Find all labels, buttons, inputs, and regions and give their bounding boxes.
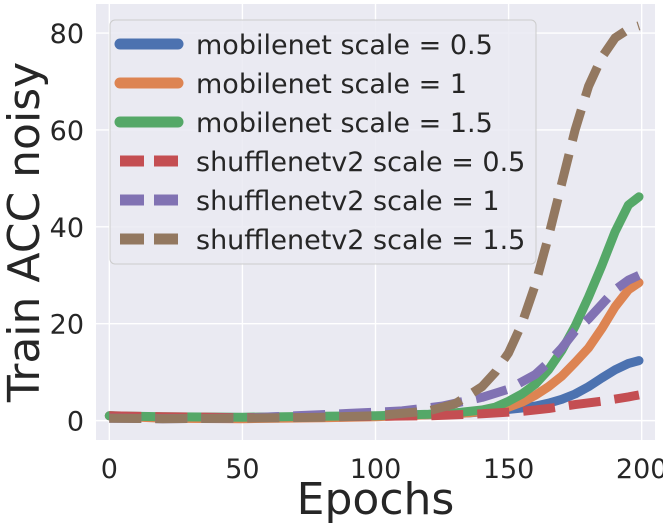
series-line-3 (104, 192, 644, 422)
x-tick-label: 150 (483, 454, 535, 485)
y-tick-label: 20 (50, 310, 84, 341)
legend: mobilenet scale = 0.5 mobilenet scale = 1… (109, 19, 537, 265)
y-tick-label: 40 (50, 213, 84, 244)
x-tick-label: 50 (225, 454, 259, 485)
legend-label-3: mobilenet scale = 1.5 (196, 108, 493, 139)
x-tick-label: 200 (616, 454, 663, 485)
series-line-6 (109, 21, 641, 424)
y-tick-label: 80 (50, 19, 84, 50)
series-line-4 (109, 390, 640, 423)
x-axis-title: Epochs (297, 474, 455, 525)
y-axis-title: Train ACC noisy (0, 62, 50, 403)
y-tick-label: 60 (50, 116, 84, 147)
x-tick-label: 0 (101, 454, 118, 485)
legend-box (109, 19, 537, 265)
y-tick-label: 0 (67, 407, 84, 438)
series-line-5 (109, 271, 641, 424)
x-tick-label: 100 (350, 454, 402, 485)
legend-label-6: shufflenetv2 scale = 1.5 (196, 225, 525, 256)
legend-label-4: shufflenetv2 scale = 0.5 (196, 147, 525, 178)
legend-label-2: mobilenet scale = 1 (196, 69, 467, 100)
tick-labels: 0 50 100 150 200 0 20 40 60 80 (50, 19, 663, 485)
legend-label-1: mobilenet scale = 0.5 (196, 30, 493, 61)
legend-label-5: shufflenetv2 scale = 1 (196, 186, 500, 217)
series-group (104, 21, 644, 424)
